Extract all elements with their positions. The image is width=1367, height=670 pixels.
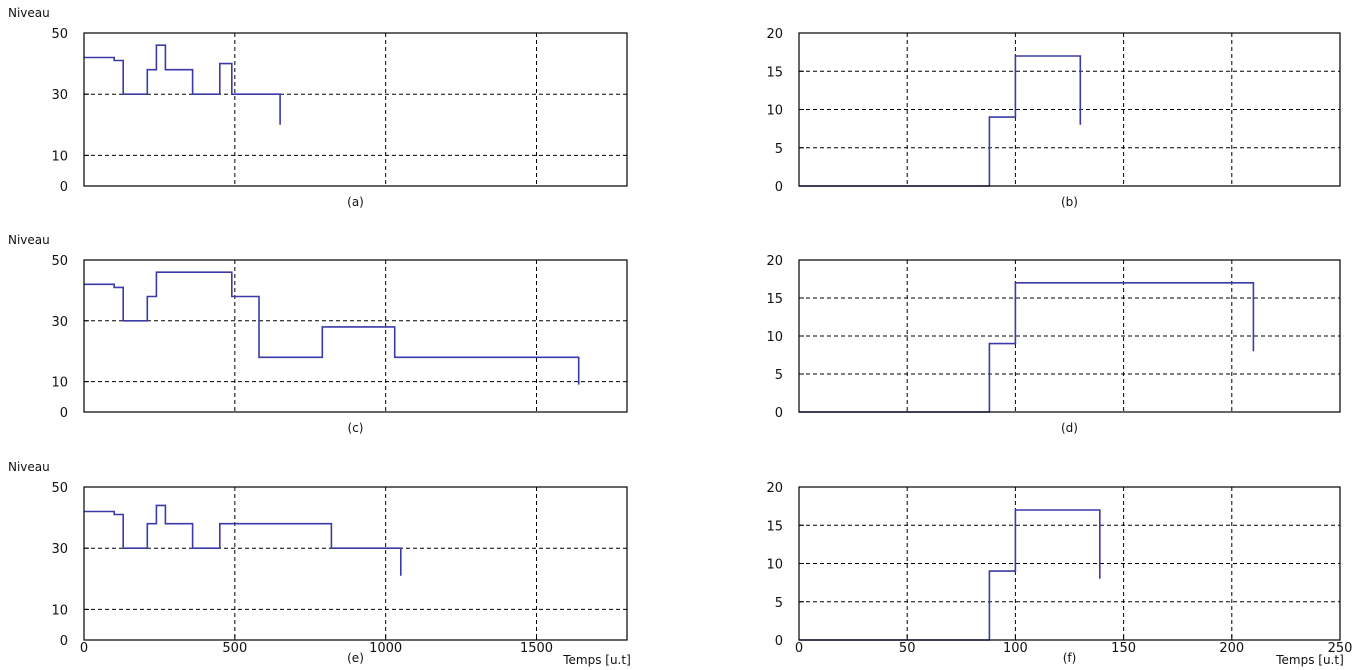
panel-d: 0 5 10 15 20 (d) bbox=[766, 254, 1341, 435]
y-tick-label: 10 bbox=[51, 603, 68, 618]
panel-caption: (b) bbox=[1061, 195, 1078, 209]
panel-caption: (a) bbox=[347, 195, 364, 209]
y-tick-label: 0 bbox=[775, 406, 783, 421]
plot-frame bbox=[83, 32, 628, 187]
y-tick-label: 10 bbox=[766, 104, 783, 119]
y-tick-label: 20 bbox=[766, 481, 783, 496]
x-tick-label: 0 bbox=[80, 641, 88, 656]
y-tick-label: 10 bbox=[766, 330, 783, 345]
y-tick-label: 5 bbox=[775, 142, 783, 157]
x-tick-label: 1000 bbox=[369, 641, 402, 656]
y-tick-label: 5 bbox=[775, 596, 783, 611]
y-tick-label: 50 bbox=[51, 481, 68, 496]
y-tick-label: 30 bbox=[51, 315, 68, 330]
series-line bbox=[84, 504, 402, 576]
y-tick-label: 10 bbox=[51, 376, 68, 391]
x-axis-label: Temps [u.t] bbox=[1275, 653, 1344, 667]
y-axis-label: Niveau bbox=[8, 460, 50, 474]
plot-frame bbox=[83, 259, 628, 413]
y-tick-label: 5 bbox=[775, 368, 783, 383]
y-tick-label: 50 bbox=[51, 27, 68, 42]
y-tick-label: 10 bbox=[766, 558, 783, 573]
y-axis-label: Niveau bbox=[8, 6, 50, 20]
x-tick-label: 250 bbox=[1328, 641, 1353, 656]
y-tick-label: 0 bbox=[775, 180, 783, 195]
x-tick-label: 150 bbox=[1111, 641, 1136, 656]
x-tick-label: 500 bbox=[222, 641, 247, 656]
plot-frame bbox=[83, 486, 628, 641]
series-line bbox=[84, 271, 580, 385]
y-tick-label: 20 bbox=[766, 254, 783, 269]
series-line bbox=[84, 44, 281, 125]
y-tick-label: 0 bbox=[60, 180, 68, 195]
y-axis-label: Niveau bbox=[8, 233, 50, 247]
panel-caption: (f) bbox=[1063, 651, 1077, 665]
y-tick-label: 0 bbox=[60, 634, 68, 649]
series-line bbox=[799, 55, 1082, 187]
x-tick-label: 0 bbox=[795, 641, 803, 656]
x-tick-label: 200 bbox=[1219, 641, 1244, 656]
x-tick-label: 50 bbox=[899, 641, 916, 656]
x-axis-label: Temps [u.t] bbox=[562, 653, 631, 667]
y-tick-label: 0 bbox=[60, 406, 68, 421]
series-line bbox=[799, 281, 1255, 413]
y-tick-label: 50 bbox=[51, 254, 68, 269]
panel-caption: (e) bbox=[347, 651, 364, 665]
x-tick-label: 100 bbox=[1003, 641, 1028, 656]
y-tick-label: 15 bbox=[766, 65, 783, 80]
y-tick-label: 0 bbox=[775, 634, 783, 649]
y-tick-label: 10 bbox=[51, 149, 68, 164]
y-tick-label: 15 bbox=[766, 292, 783, 307]
panel-caption: (d) bbox=[1061, 421, 1078, 435]
y-tick-label: 15 bbox=[766, 519, 783, 534]
y-tick-label: 20 bbox=[766, 27, 783, 42]
x-tick-label: 1500 bbox=[520, 641, 553, 656]
panel-b: 0 5 10 15 20 (b) bbox=[766, 27, 1341, 209]
y-tick-label: 30 bbox=[51, 542, 68, 557]
panel-caption: (c) bbox=[348, 421, 364, 435]
y-tick-label: 30 bbox=[51, 88, 68, 103]
series-line bbox=[799, 509, 1101, 641]
